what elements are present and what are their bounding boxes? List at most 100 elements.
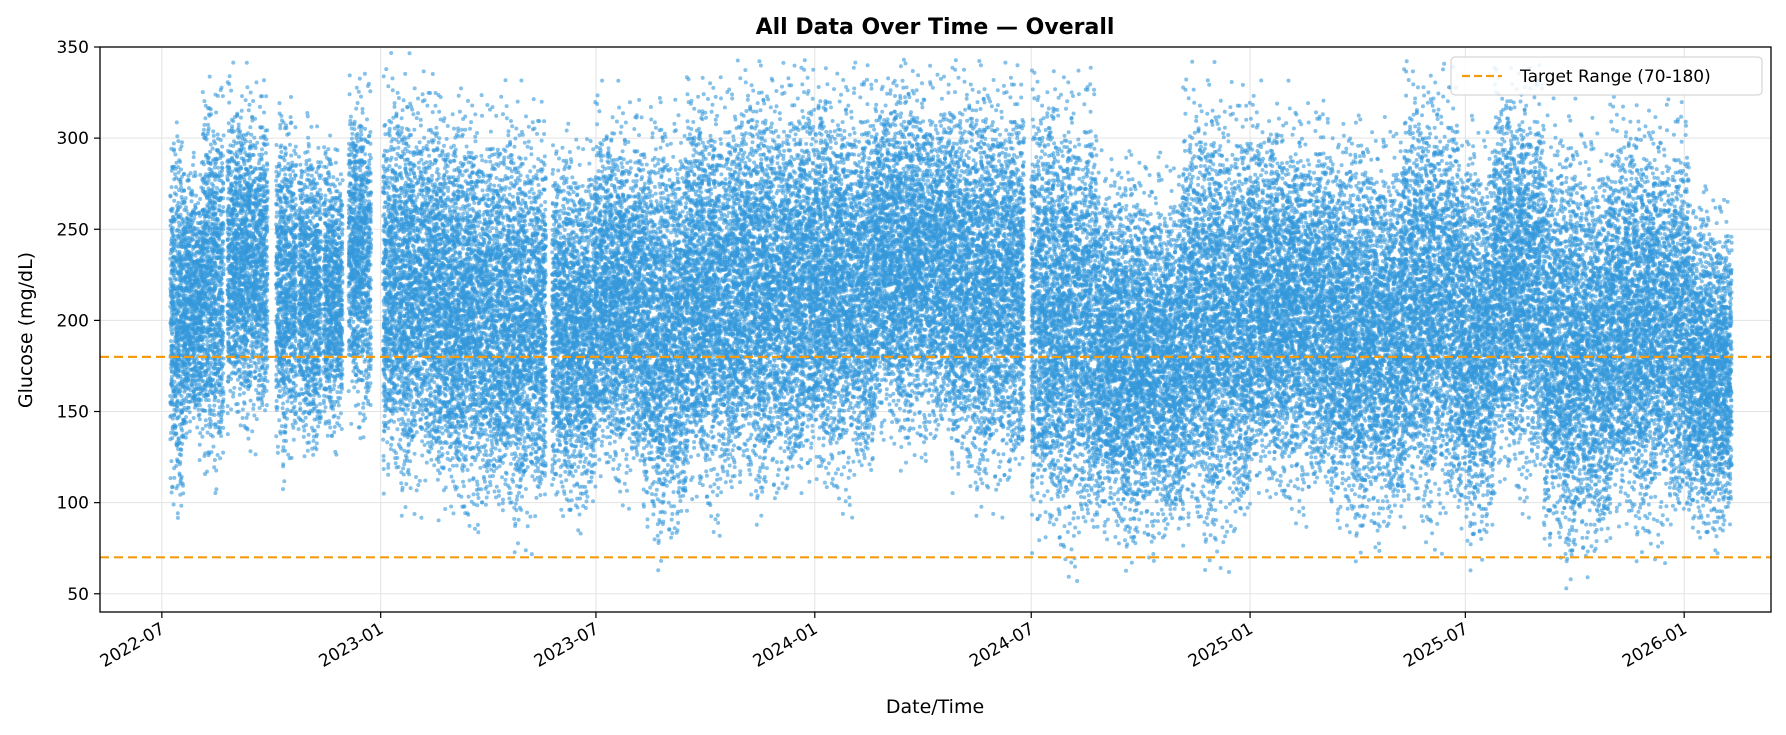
glucose-point: [172, 255, 176, 259]
glucose-point: [193, 267, 197, 271]
glucose-point: [207, 167, 211, 171]
glucose-point: [176, 516, 180, 520]
glucose-point: [175, 337, 179, 341]
glucose-point: [176, 370, 180, 374]
glucose-point: [180, 244, 184, 248]
glucose-point: [175, 271, 179, 275]
glucose-point: [175, 326, 179, 330]
glucose-point: [173, 433, 177, 437]
glucose-point: [169, 271, 173, 275]
glucose-point: [170, 436, 174, 440]
glucose-point: [169, 228, 173, 232]
glucose-point: [198, 173, 202, 177]
glucose-point: [172, 246, 176, 250]
glucose-point: [213, 458, 217, 462]
glucose-point: [175, 234, 179, 238]
glucose-point: [189, 362, 193, 366]
plot-area: [100, 41, 1771, 612]
glucose-point: [169, 208, 173, 212]
glucose-point: [169, 382, 173, 386]
glucose-point: [185, 250, 189, 254]
glucose-point: [176, 300, 180, 304]
glucose-point: [178, 460, 182, 464]
glucose-point: [198, 221, 202, 225]
glucose-point: [221, 181, 225, 185]
glucose-point: [190, 374, 194, 378]
glucose-point: [176, 484, 180, 488]
glucose-point: [182, 172, 186, 176]
glucose-point: [201, 427, 205, 431]
glucose-point: [182, 188, 186, 192]
glucose-point: [183, 358, 187, 362]
glucose-point: [198, 443, 202, 447]
glucose-point: [172, 149, 176, 153]
glucose-point: [173, 172, 177, 176]
glucose-point: [192, 174, 196, 178]
glucose-point: [211, 129, 215, 133]
glucose-point: [192, 416, 196, 420]
glucose-point: [174, 185, 178, 189]
glucose-point: [178, 493, 182, 497]
glucose-point: [211, 435, 215, 439]
glucose-point: [179, 182, 183, 186]
glucose-point: [172, 242, 176, 246]
glucose-point: [202, 347, 206, 351]
glucose-point: [170, 491, 174, 495]
glucose-point: [203, 451, 207, 455]
glucose-point: [188, 420, 192, 424]
glucose-point: [172, 476, 176, 480]
glucose-point: [183, 258, 187, 262]
glucose-point: [191, 327, 195, 331]
glucose-point: [179, 213, 183, 217]
glucose-point: [193, 245, 197, 249]
glucose-point: [178, 250, 182, 254]
glucose-point: [169, 339, 173, 343]
glucose-point: [192, 151, 196, 155]
glucose-point: [183, 380, 187, 384]
glucose-point: [194, 194, 198, 198]
glucose-point: [175, 409, 179, 413]
glucose-point: [176, 350, 180, 354]
glucose-point: [185, 275, 189, 279]
glucose-point: [183, 363, 187, 367]
glucose-point: [194, 398, 198, 402]
glucose-point: [169, 289, 173, 293]
glucose-point: [172, 308, 176, 312]
glucose-point: [179, 504, 183, 508]
chart-title: All Data Over Time — Overall: [756, 15, 1115, 40]
glucose-point: [177, 256, 181, 260]
glucose-point: [174, 346, 178, 350]
glucose-point: [171, 485, 175, 489]
glucose-point: [198, 431, 202, 435]
glucose-point: [176, 399, 180, 403]
glucose-point: [185, 330, 189, 334]
glucose-point: [198, 197, 202, 201]
glucose-point: [203, 335, 207, 339]
glucose-point: [192, 360, 196, 364]
glucose-point: [196, 326, 200, 330]
glucose-point: [177, 294, 181, 298]
glucose-point: [171, 234, 175, 238]
glucose-point: [187, 339, 191, 343]
glucose-point: [180, 442, 184, 446]
glucose-point: [198, 319, 202, 323]
glucose-point: [174, 392, 178, 396]
glucose-point: [174, 464, 178, 468]
glucose-point: [180, 140, 184, 144]
glucose-point: [192, 271, 196, 275]
glucose-point: [168, 277, 172, 281]
glucose-point: [183, 200, 187, 204]
glucose-point: [218, 456, 222, 460]
glucose-point: [169, 284, 173, 288]
glucose-point: [173, 363, 177, 367]
glucose-point: [176, 139, 180, 143]
glucose-point: [176, 405, 180, 409]
glucose-point: [220, 161, 224, 165]
glucose-point: [170, 331, 174, 335]
glucose-point: [204, 418, 208, 422]
glucose-point: [179, 186, 183, 190]
glucose-point: [204, 409, 208, 413]
glucose-point: [185, 216, 189, 220]
glucose-point: [183, 419, 187, 423]
glucose-point: [196, 339, 200, 343]
